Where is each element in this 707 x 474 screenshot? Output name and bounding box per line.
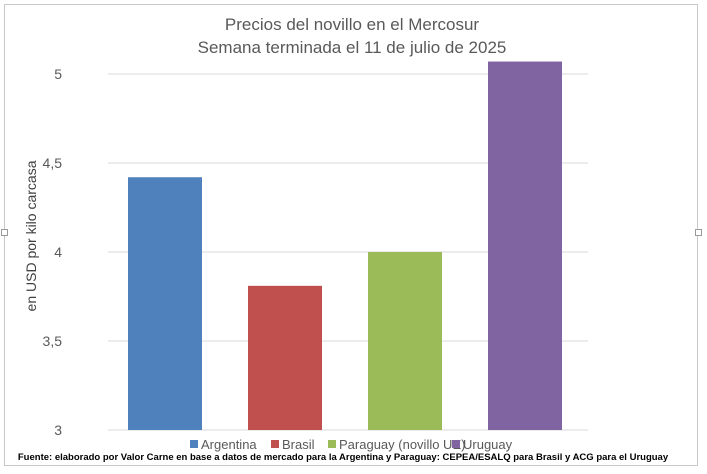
chart-title: Precios del novillo en el Mercosur [225,15,480,34]
y-axis-label: en USD por kilo carcasa [23,160,39,311]
bar-uruguay [488,61,562,430]
bar-brasil [248,285,322,430]
legend-swatch [190,440,198,448]
legend-swatch [271,440,279,448]
legend-swatch [328,440,336,448]
legend-item: Brasil [271,437,315,452]
legend-label: Uruguay [463,437,513,452]
bar-paraguay [368,252,442,430]
chart-subtitle: Semana terminada el 11 de julio de 2025 [198,38,507,57]
y-tick-label: 4 [54,244,62,260]
legend-item: Argentina [190,437,257,452]
y-tick-label: 4,5 [43,155,63,171]
legend-item: Uruguay [452,437,513,452]
y-tick-label: 3,5 [43,333,63,349]
bars [128,61,562,430]
resize-handle-right[interactable] [695,229,702,236]
legend-label: Paraguay (novillo UE) [339,437,465,452]
legend-item: Paraguay (novillo UE) [328,437,465,452]
legend: Argentina Brasil Paraguay (novillo UE)Urug… [190,437,513,452]
source-note: Fuente: elaborado por Valor Carne en bas… [18,452,669,463]
bar-argentina [128,177,202,430]
legend-swatch [452,440,460,448]
y-tick-label: 3 [54,422,62,438]
y-axis-ticks: 3 3,5 4 4,5 5 [43,66,63,438]
legend-label: Brasil [282,437,315,452]
resize-handle-left[interactable] [1,229,8,236]
legend-label: Argentina [201,437,257,452]
y-tick-label: 5 [54,66,62,82]
